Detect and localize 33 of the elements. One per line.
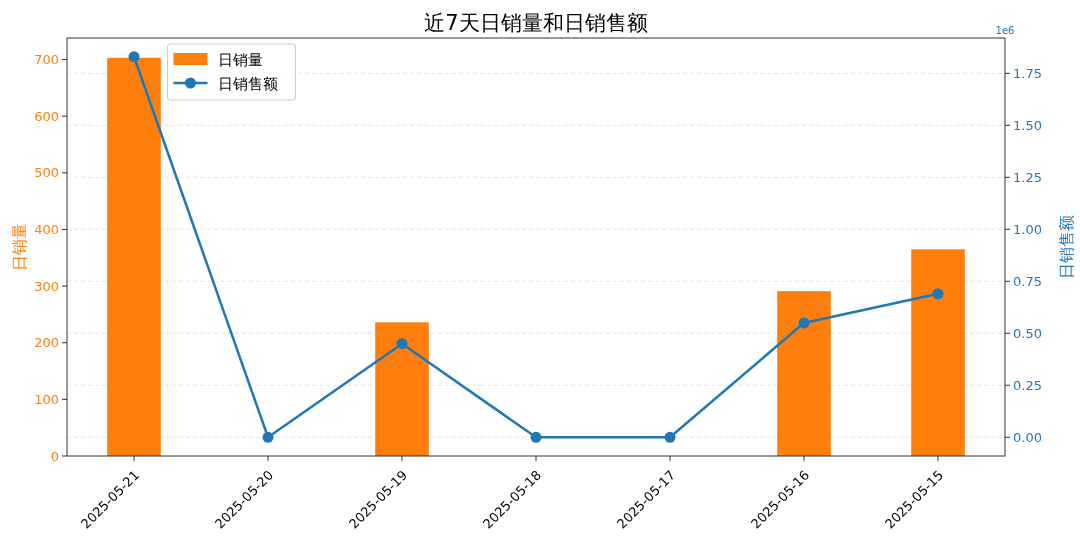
y2-tick-label: 1.75 xyxy=(1013,65,1042,81)
text: 1e6 xyxy=(995,25,1015,36)
point xyxy=(530,431,542,443)
y2-tick-label: 0.00 xyxy=(1013,429,1042,445)
y2-tick-label: 0.75 xyxy=(1013,273,1042,289)
point xyxy=(262,431,274,443)
point xyxy=(932,288,944,300)
chart-title: 近7天日销量和日销售额 xyxy=(424,11,648,35)
y-tick-label: 500 xyxy=(34,165,59,181)
bar xyxy=(777,291,831,456)
bar xyxy=(911,249,965,456)
legend-label: 日销售额 xyxy=(217,74,278,93)
y-tick-label: 400 xyxy=(34,221,59,237)
bar xyxy=(107,57,161,456)
y2-tick-label: 1.25 xyxy=(1013,169,1042,185)
y2-tick-label: 1.50 xyxy=(1013,117,1042,133)
point xyxy=(396,338,408,350)
point xyxy=(128,51,140,63)
y2-tick-label: 0.50 xyxy=(1013,325,1042,341)
y-tick-label: 600 xyxy=(34,108,59,124)
bar xyxy=(375,322,429,456)
y-tick-label: 700 xyxy=(34,52,59,68)
point xyxy=(798,317,810,329)
y2-tick-label: 0.25 xyxy=(1013,377,1042,393)
y-tick-label: 100 xyxy=(34,391,59,407)
y2-tick-label: 1.00 xyxy=(1013,221,1042,237)
legend-label: 日销量 xyxy=(217,50,263,69)
y-tick-label: 300 xyxy=(34,278,59,294)
y-axis-title: 日销量 xyxy=(10,223,29,271)
y-tick-label: 200 xyxy=(34,335,59,351)
y2-axis-title: 日销售额 xyxy=(1057,215,1076,279)
y-tick-label: 0 xyxy=(50,448,59,464)
point xyxy=(664,431,676,443)
